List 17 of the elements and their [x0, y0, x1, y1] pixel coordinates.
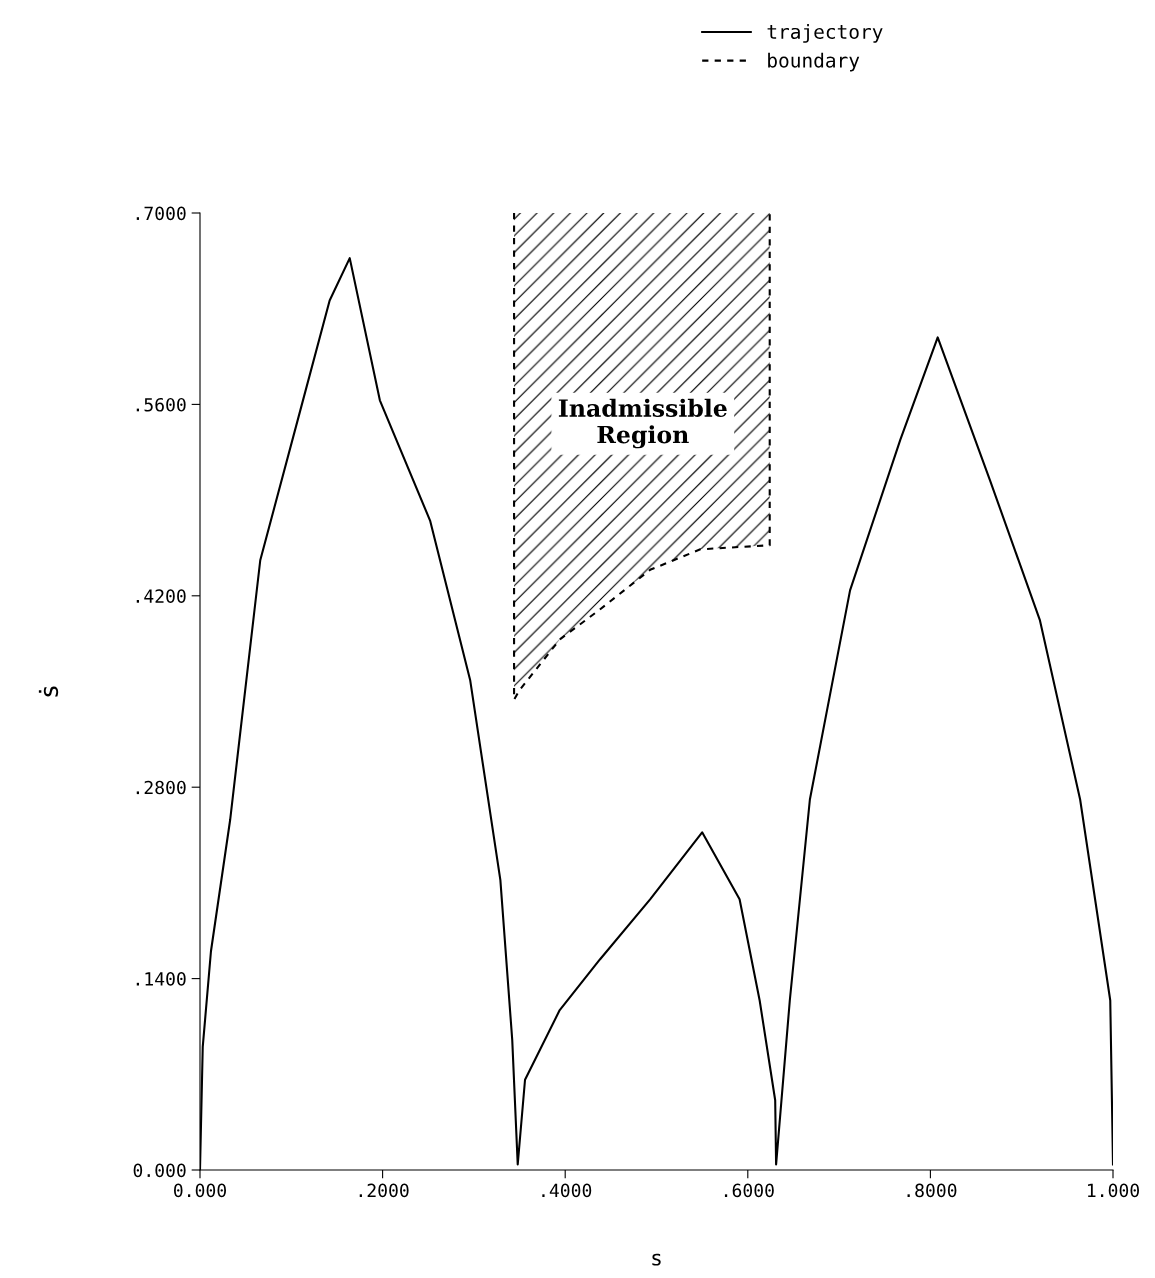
- x-tick-label: 1.000: [1087, 1183, 1140, 1198]
- y-axis-title: ṡ: [38, 686, 59, 697]
- y-tick-label: .1400: [136, 972, 186, 986]
- y-tick-label: .7000: [136, 206, 186, 221]
- x-tick-label: .8000: [907, 1183, 957, 1198]
- annotation: Inadmissible Region: [558, 398, 727, 449]
- y-tick-label: .4200: [136, 589, 186, 603]
- x-tick-label: .4000: [542, 1183, 592, 1198]
- x-axis-title: s: [652, 1253, 661, 1266]
- y-tick-label: 0.000: [133, 1163, 186, 1178]
- y-tick-label: .2800: [136, 780, 186, 795]
- y-tick-label: .5600: [136, 397, 186, 412]
- x-tick-label: .6000: [724, 1183, 774, 1198]
- x-tick-label: .2000: [359, 1183, 409, 1198]
- legend-label: trajectory: [767, 23, 883, 43]
- x-tick-label: 0.000: [174, 1183, 227, 1198]
- legend-label: boundary: [768, 52, 860, 72]
